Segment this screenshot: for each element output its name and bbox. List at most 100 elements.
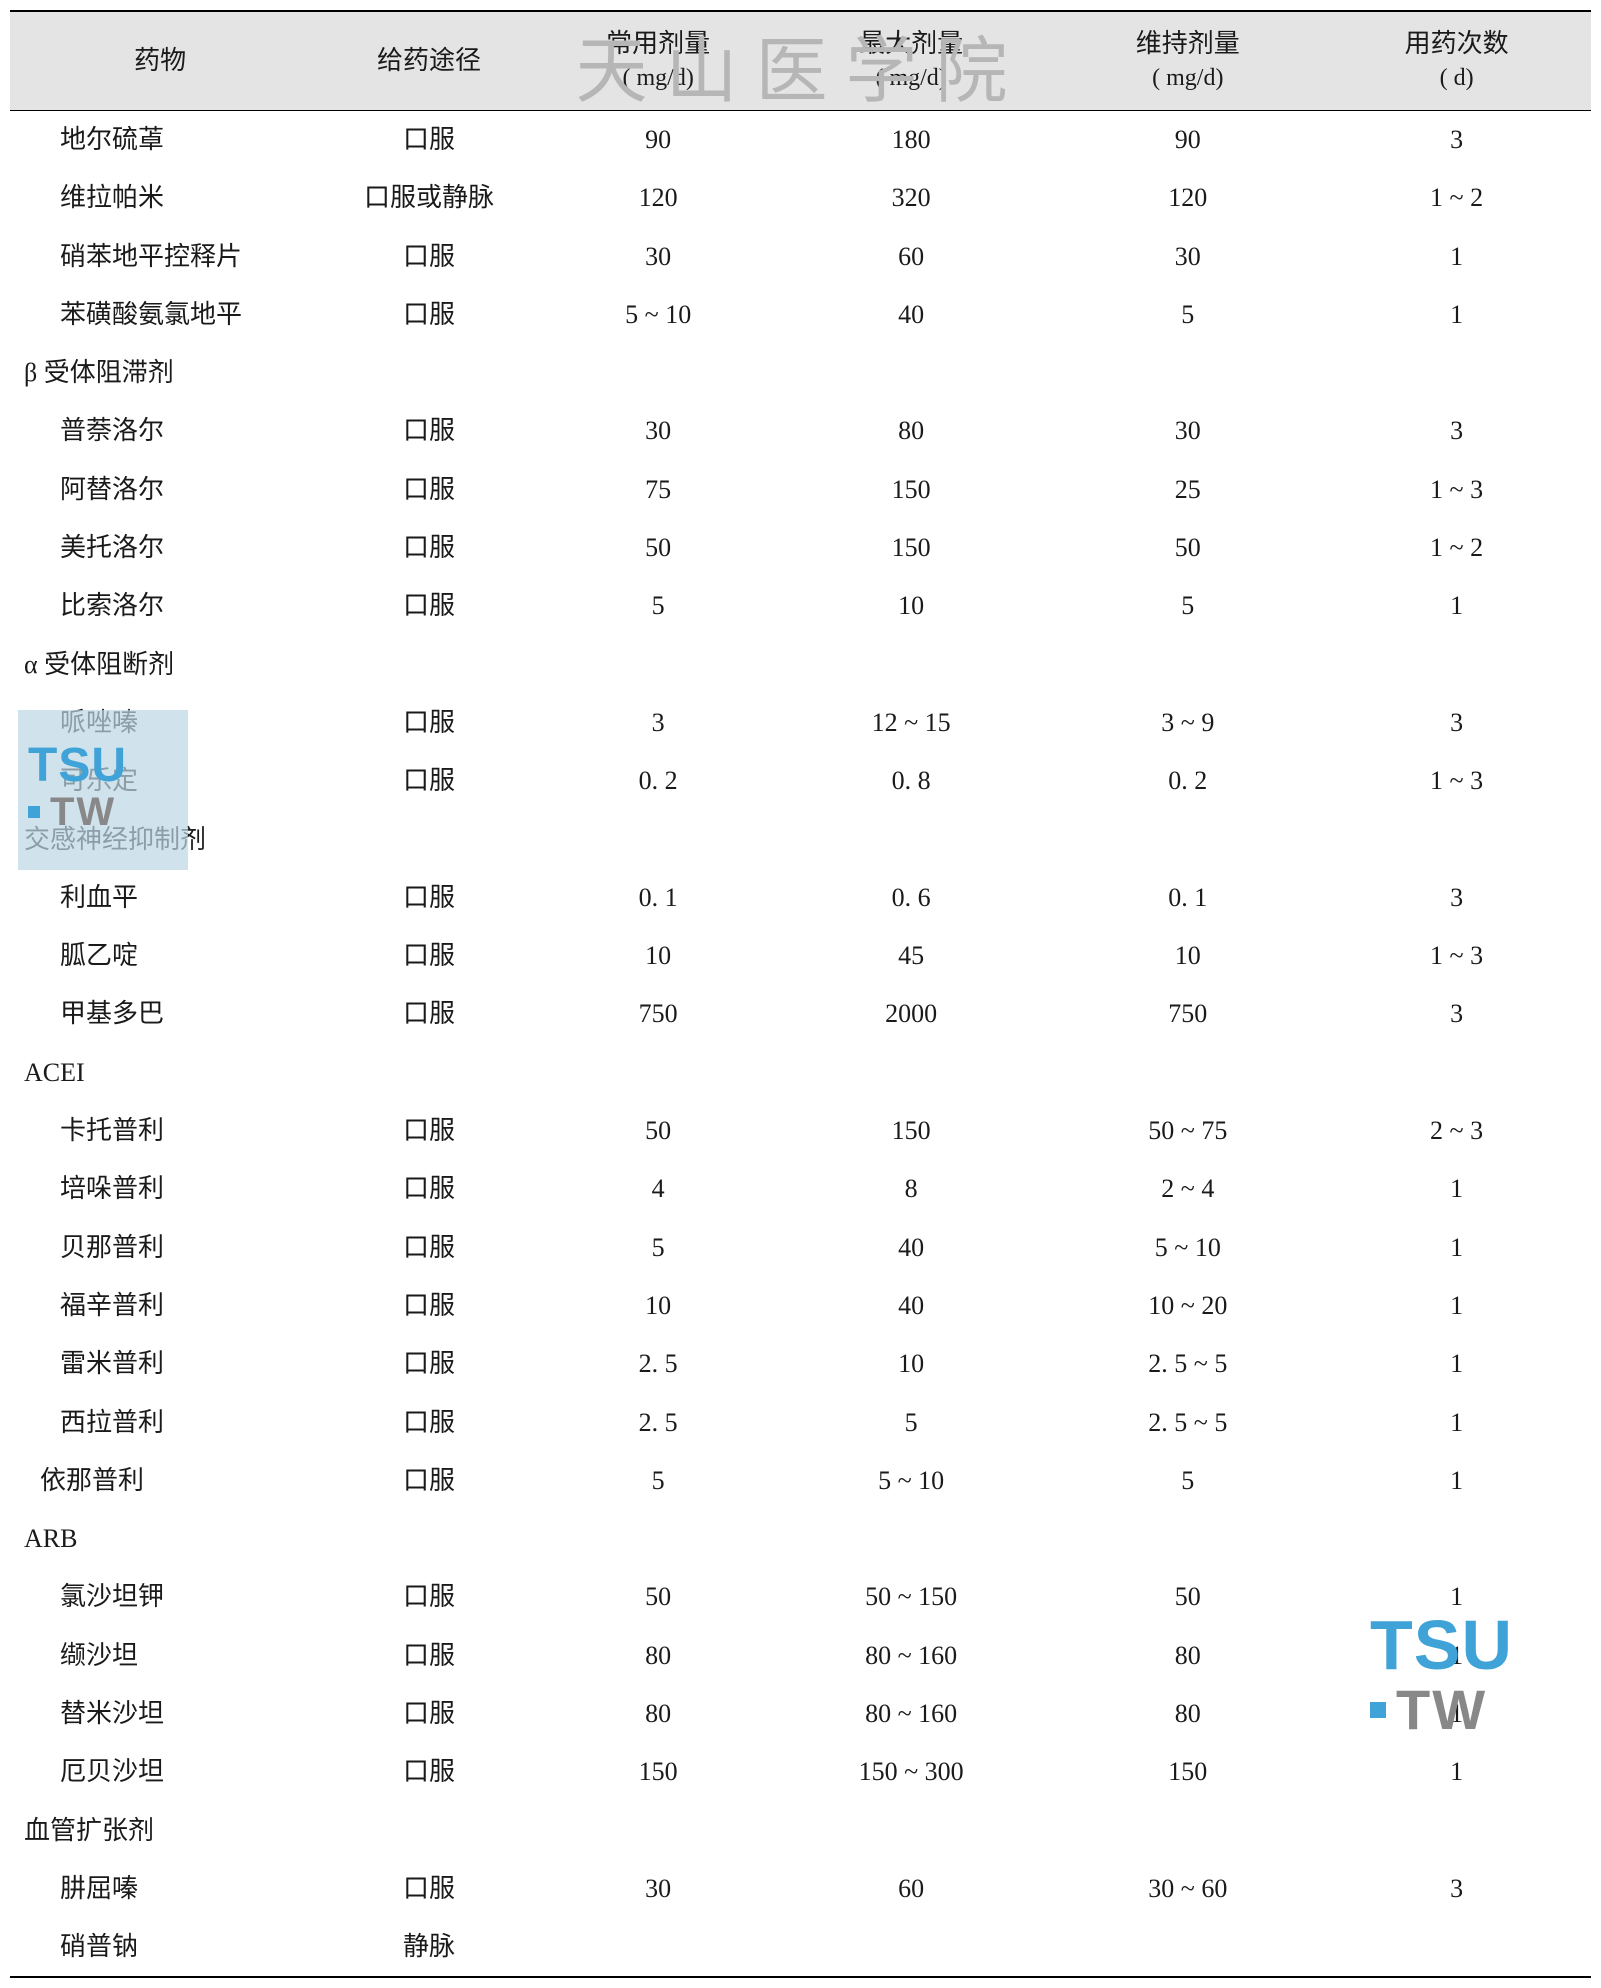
category-row: β 受体阻滞剂 [10,344,1591,402]
value-cell [1322,344,1591,402]
value-cell: 口服 [310,1452,547,1510]
value-cell: 1 [1322,577,1591,635]
value-cell: 75 [548,461,769,519]
col-header-maint: 维持剂量( mg/d) [1053,11,1322,110]
value-cell: 80 [1053,1685,1322,1743]
value-cell: 口服 [310,752,547,810]
drug-table-wrap: 药物 给药途径 常用剂量( mg/d) 最大剂量( mg/d) 维持剂量( mg… [10,10,1591,1978]
value-cell: 1 [1322,1568,1591,1626]
value-cell: 10 [769,577,1054,635]
drug-name-cell: 培哚普利 [10,1160,310,1218]
value-cell: 5 ~ 10 [1053,1219,1322,1277]
drug-name-cell: 贝那普利 [10,1219,310,1277]
value-cell: 4 [548,1160,769,1218]
col-header-freq: 用药次数( d) [1322,11,1591,110]
drug-name-cell: 硝普钠 [10,1918,310,1977]
drug-name-cell: β 受体阻滞剂 [10,344,310,402]
value-cell: 口服 [310,1743,547,1801]
category-row: ARB [10,1510,1591,1568]
value-cell: 50 [1053,519,1322,577]
value-cell: 口服 [310,402,547,460]
drug-name-cell: 厄贝沙坦 [10,1743,310,1801]
value-cell: 1 ~ 3 [1322,927,1591,985]
drug-name-cell: 血管扩张剂 [10,1802,310,1860]
value-cell: 40 [769,1219,1054,1277]
value-cell [769,1510,1054,1568]
value-cell: 3 [1322,110,1591,169]
drug-name-cell: 氯沙坦钾 [10,1568,310,1626]
value-cell: 1 [1322,1452,1591,1510]
drug-name-cell: 地尔硫䓬 [10,110,310,169]
value-cell: 120 [1053,169,1322,227]
drug-name-cell: 普萘洛尔 [10,402,310,460]
value-cell: 30 [548,228,769,286]
drug-row: 氯沙坦钾口服5050 ~ 150501 [10,1568,1591,1626]
value-cell: 50 ~ 150 [769,1568,1054,1626]
drug-name-cell: 肼屈嗪 [10,1860,310,1918]
category-row: 血管扩张剂 [10,1802,1591,1860]
value-cell [310,636,547,694]
value-cell: 1 [1322,1394,1591,1452]
value-cell: 5 ~ 10 [548,286,769,344]
value-cell [548,636,769,694]
value-cell: 50 [1053,1568,1322,1626]
drug-row: 西拉普利口服2. 552. 5 ~ 51 [10,1394,1591,1452]
drug-row: 地尔硫䓬口服90180903 [10,110,1591,169]
drug-row: 硝苯地平控释片口服3060301 [10,228,1591,286]
value-cell: 5 [548,577,769,635]
drug-name-cell: 交感神经抑制剂 [10,811,310,869]
value-cell [310,1802,547,1860]
value-cell: 0. 2 [548,752,769,810]
value-cell: 80 ~ 160 [769,1627,1054,1685]
value-cell: 2. 5 ~ 5 [1053,1394,1322,1452]
value-cell: 口服 [310,1335,547,1393]
value-cell: 3 [1322,985,1591,1043]
col-header-route: 给药途径 [310,11,547,110]
drug-row: 胍乙啶口服1045101 ~ 3 [10,927,1591,985]
value-cell: 50 [548,1102,769,1160]
drug-name-cell: 甲基多巴 [10,985,310,1043]
value-cell [769,344,1054,402]
value-cell: 3 [1322,694,1591,752]
value-cell [769,636,1054,694]
value-cell: 150 [548,1743,769,1801]
table-body: 地尔硫䓬口服90180903维拉帕米口服或静脉1203201201 ~ 2硝苯地… [10,110,1591,1977]
value-cell: 50 [548,1568,769,1626]
drug-name-cell: α 受体阻断剂 [10,636,310,694]
value-cell [769,1802,1054,1860]
value-cell: 40 [769,1277,1054,1335]
value-cell [548,811,769,869]
value-cell [1053,1918,1322,1977]
value-cell: 1 [1322,1160,1591,1218]
value-cell: 口服 [310,1219,547,1277]
value-cell [769,1918,1054,1977]
value-cell: 150 [769,519,1054,577]
value-cell: 5 [548,1452,769,1510]
value-cell: 40 [769,286,1054,344]
value-cell [1322,1510,1591,1568]
value-cell: 150 ~ 300 [769,1743,1054,1801]
drug-row: 雷米普利口服2. 5102. 5 ~ 51 [10,1335,1591,1393]
value-cell [310,811,547,869]
value-cell: 口服 [310,1160,547,1218]
value-cell: 口服 [310,927,547,985]
value-cell: 3 ~ 9 [1053,694,1322,752]
value-cell [1053,636,1322,694]
drug-name-cell: 西拉普利 [10,1394,310,1452]
value-cell: 60 [769,228,1054,286]
value-cell: 25 [1053,461,1322,519]
value-cell: 3 [1322,402,1591,460]
drug-row: 肼屈嗪口服306030 ~ 603 [10,1860,1591,1918]
value-cell: 口服或静脉 [310,169,547,227]
value-cell: 口服 [310,985,547,1043]
value-cell: 2 ~ 3 [1322,1102,1591,1160]
value-cell [1322,1802,1591,1860]
value-cell [1322,1044,1591,1102]
drug-row: 维拉帕米口服或静脉1203201201 ~ 2 [10,169,1591,227]
value-cell: 45 [769,927,1054,985]
value-cell [310,344,547,402]
drug-name-cell: 福辛普利 [10,1277,310,1335]
value-cell [310,1044,547,1102]
value-cell: 口服 [310,1568,547,1626]
value-cell: 口服 [310,577,547,635]
